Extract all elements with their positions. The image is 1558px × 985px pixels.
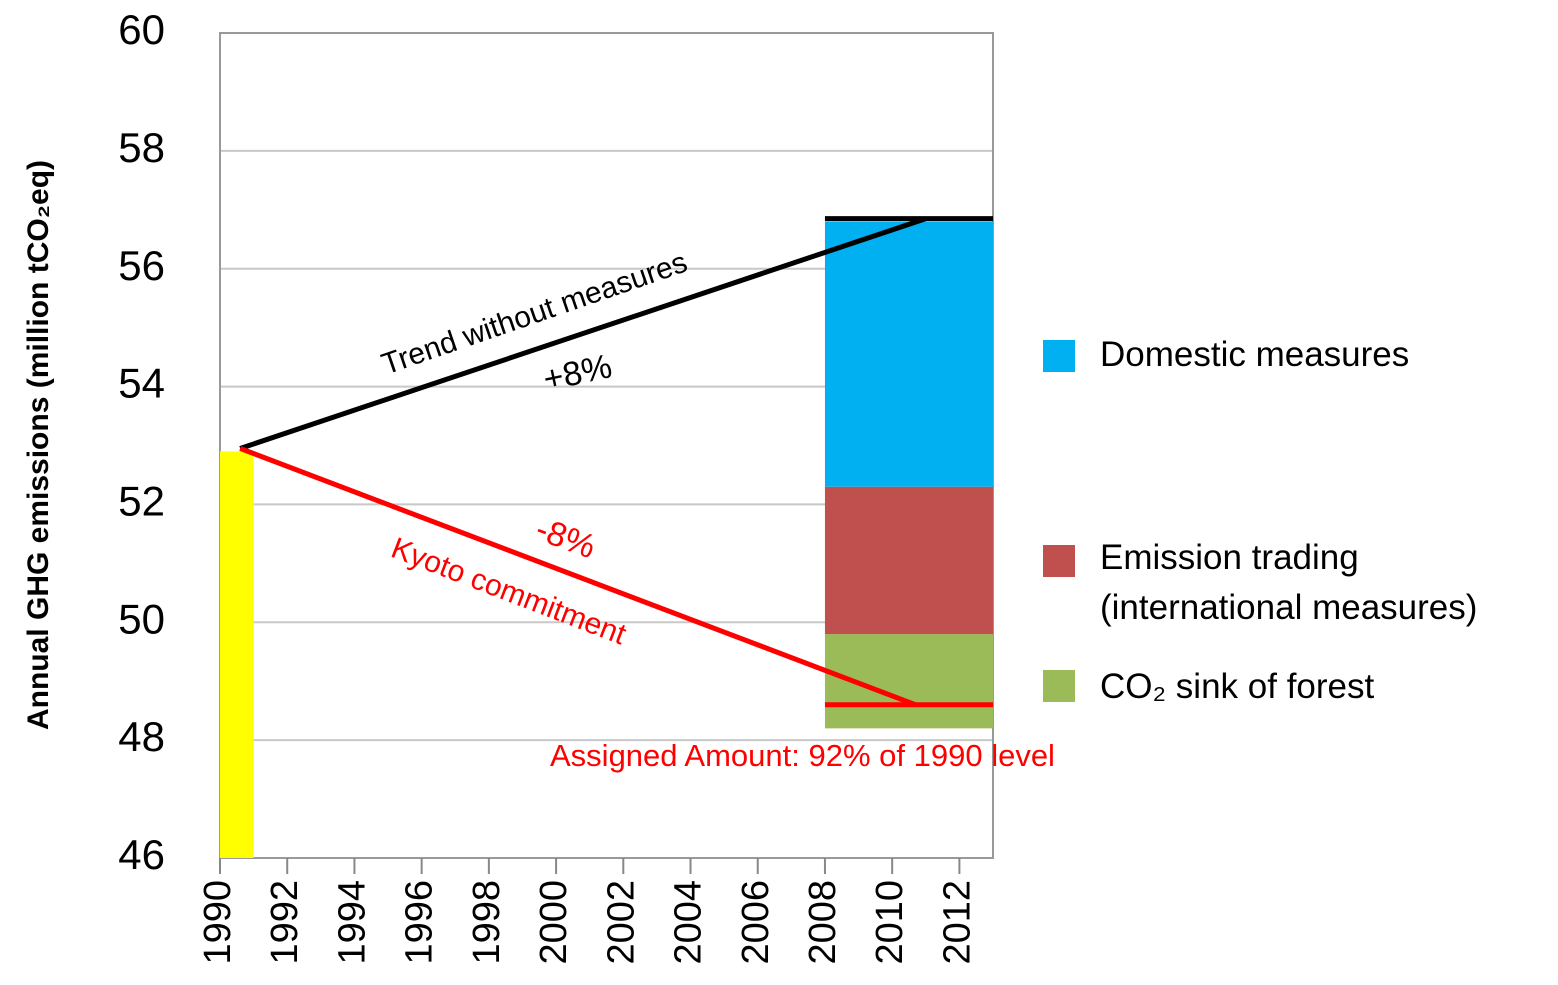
- x-tick-label: 2000: [533, 880, 575, 965]
- y-tick-label: 56: [118, 242, 165, 289]
- x-tick-label: 2006: [735, 880, 777, 965]
- y-tick-label: 52: [118, 478, 165, 525]
- x-tick-label: 2012: [936, 880, 978, 965]
- line: [239, 446, 917, 708]
- bar: [220, 451, 254, 858]
- x-tick-label: 2004: [668, 880, 710, 965]
- legend-swatch: [1043, 545, 1075, 577]
- annotation: +8%: [540, 347, 615, 399]
- x-tick-label: 2008: [802, 880, 844, 965]
- y-tick-label: 54: [118, 360, 165, 407]
- x-tick-label: 2010: [869, 880, 911, 965]
- stack-segment: [824, 221, 993, 487]
- y-axis-title: Annual GHG emissions (million tCO₂eq): [22, 160, 55, 730]
- y-tick-label: 46: [118, 831, 165, 878]
- legend-label: Domestic measures: [1100, 335, 1410, 374]
- x-tick-label: 1998: [466, 880, 508, 965]
- annotation: -8%: [531, 510, 601, 566]
- legend-swatch: [1043, 670, 1075, 702]
- stack-segment: [824, 486, 993, 635]
- x-tick-label: 1990: [197, 880, 239, 965]
- annotation: Assigned Amount: 92% of 1990 level: [550, 738, 1055, 773]
- y-tick-label: 50: [118, 595, 165, 642]
- x-tick-label: 1996: [399, 880, 441, 965]
- y-tick-label: 58: [118, 124, 165, 171]
- y-tick-label: 60: [118, 6, 165, 53]
- line: [239, 216, 927, 451]
- legend-label: CO₂ sink of forest: [1100, 667, 1375, 706]
- x-tick-label: 2002: [600, 880, 642, 965]
- x-tick-label: 1994: [331, 880, 373, 965]
- x-tick-label: 1992: [264, 880, 306, 965]
- legend-label: Emission trading (international measures…: [1100, 538, 1478, 627]
- legend-swatch: [1043, 340, 1075, 372]
- y-tick-label: 48: [118, 713, 165, 760]
